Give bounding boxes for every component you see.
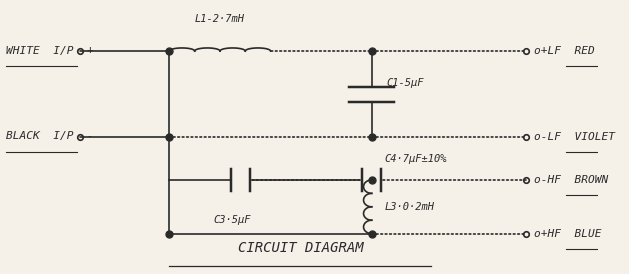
Text: o-LF  VIOLET: o-LF VIOLET	[533, 132, 615, 142]
Text: WHITE  I/P  +: WHITE I/P +	[6, 45, 94, 56]
Text: CIRCUIT DIAGRAM: CIRCUIT DIAGRAM	[238, 241, 363, 255]
Text: L3·0·2mH: L3·0·2mH	[385, 202, 435, 212]
Text: C1-5μF: C1-5μF	[387, 78, 424, 88]
Text: C3·5μF: C3·5μF	[213, 215, 250, 225]
Text: L1-2·7mH: L1-2·7mH	[195, 14, 245, 24]
Text: o+LF  RED: o+LF RED	[533, 46, 594, 56]
Text: o+HF  BLUE: o+HF BLUE	[533, 229, 601, 239]
Text: o-HF  BROWN: o-HF BROWN	[533, 175, 608, 185]
Text: C4·7μF±10%: C4·7μF±10%	[385, 154, 447, 164]
Text: BLACK  I/P  -: BLACK I/P -	[6, 132, 94, 141]
